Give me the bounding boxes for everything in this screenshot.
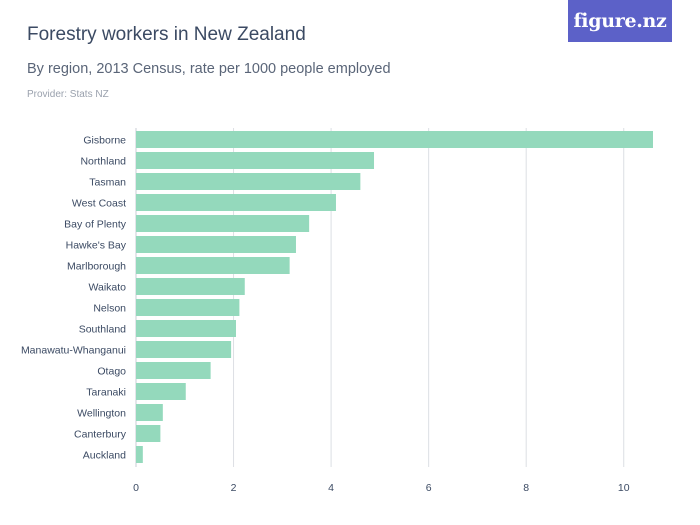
category-label: Wellington: [77, 408, 126, 420]
bar-wellington[interactable]: [136, 404, 163, 421]
x-tick-label: 0: [133, 482, 139, 494]
x-tick-label: 10: [618, 482, 630, 494]
category-label: West Coast: [72, 198, 126, 210]
category-label: Tasman: [89, 177, 126, 189]
category-label: Auckland: [83, 450, 126, 462]
bar-manawatu-whanganui[interactable]: [136, 341, 232, 358]
bar-taranaki[interactable]: [136, 383, 186, 400]
category-label: Taranaki: [86, 387, 126, 399]
category-label: Bay of Plenty: [64, 219, 127, 231]
bar-auckland[interactable]: [136, 446, 143, 463]
provider-label: Provider: Stats NZ: [27, 89, 109, 100]
bar-hawke-s-bay[interactable]: [136, 236, 296, 253]
bar-nelson[interactable]: [136, 299, 240, 316]
category-label: Otago: [97, 366, 126, 378]
category-label: Marlborough: [67, 261, 126, 273]
bar-northland[interactable]: [136, 152, 375, 169]
x-tick-label: 6: [426, 482, 432, 494]
x-tick-label: 8: [523, 482, 529, 494]
category-label: Southland: [79, 324, 126, 336]
category-label: Northland: [80, 156, 126, 168]
bar-marlborough[interactable]: [136, 257, 290, 274]
x-tick-label: 2: [231, 482, 237, 494]
figure-nz-logo[interactable]: figure.nz: [568, 0, 672, 42]
x-tick-label: 4: [328, 482, 334, 494]
bar-layer: [136, 131, 653, 463]
category-label: Manawatu-Whanganui: [21, 345, 126, 357]
bar-gisborne[interactable]: [136, 131, 653, 148]
bar-canterbury[interactable]: [136, 425, 161, 442]
category-label: Hawke's Bay: [66, 240, 127, 252]
category-label: Gisborne: [83, 135, 126, 147]
chart-title: Forestry workers in New Zealand: [27, 24, 306, 45]
bar-bay-of-plenty[interactable]: [136, 215, 310, 232]
bar-otago[interactable]: [136, 362, 211, 379]
x-tick-labels: 0 2 4 6 8 10: [133, 482, 630, 494]
bar-tasman[interactable]: [136, 173, 361, 190]
category-label: Waikato: [88, 282, 126, 294]
chart-subtitle: By region, 2013 Census, rate per 1000 pe…: [27, 61, 391, 77]
category-label: Nelson: [93, 303, 126, 315]
bar-west-coast[interactable]: [136, 194, 336, 211]
bar-waikato[interactable]: [136, 278, 245, 295]
category-label: Canterbury: [74, 429, 127, 441]
category-labels: Gisborne Northland Tasman West Coast Bay of …: [21, 135, 127, 462]
bar-southland[interactable]: [136, 320, 236, 337]
